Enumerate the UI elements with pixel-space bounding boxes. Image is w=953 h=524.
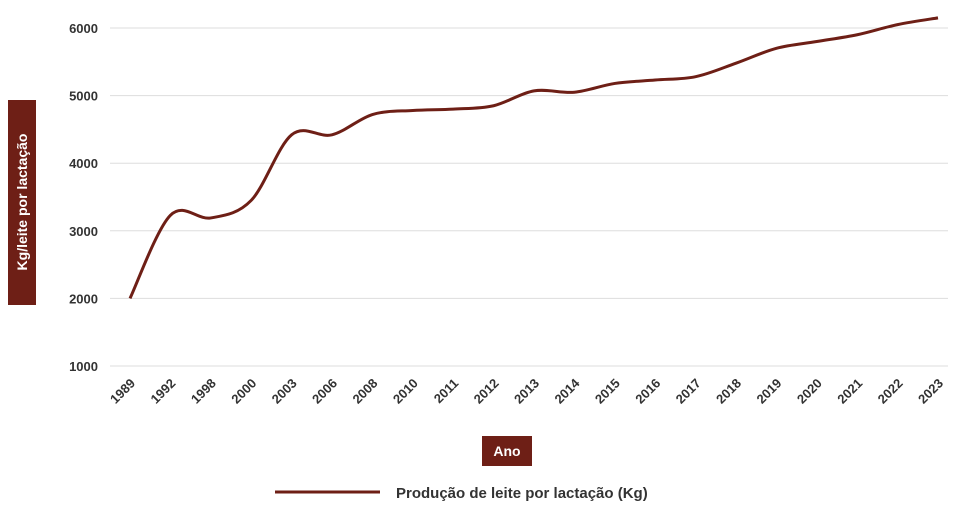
x-tick-label: 1992 <box>147 376 178 407</box>
y-tick-label: 2000 <box>69 291 98 306</box>
y-label-box <box>8 100 36 305</box>
y-axis-title: Kg/leite por lactação <box>14 134 30 271</box>
x-axis-title: Ano <box>493 443 520 459</box>
y-tick-label: 5000 <box>69 89 98 104</box>
x-tick-label: 2021 <box>834 376 865 407</box>
y-tick-label: 4000 <box>69 156 98 171</box>
x-tick-label: 2020 <box>794 376 825 407</box>
x-tick-label: 2017 <box>673 376 704 407</box>
x-tick-label: 1998 <box>188 376 219 407</box>
x-label-box <box>482 436 532 466</box>
x-tick-label: 2012 <box>471 376 502 407</box>
x-tick-label: 1989 <box>107 376 138 407</box>
y-tick-label: 6000 <box>69 21 98 36</box>
x-tick-label: 2008 <box>349 376 380 407</box>
legend-label: Produção de leite por lactação (Kg) <box>396 485 648 502</box>
y-tick-label: 3000 <box>69 224 98 239</box>
x-tick-label: 2014 <box>551 375 583 407</box>
x-tick-label: 2010 <box>390 376 421 407</box>
x-tick-label: 2003 <box>269 376 300 407</box>
x-tick-label: 2016 <box>632 376 663 407</box>
x-tick-label: 2018 <box>713 376 744 407</box>
x-tick-label: 2000 <box>228 376 259 407</box>
y-tick-label: 1000 <box>69 359 98 374</box>
line-series <box>128 16 939 300</box>
x-tick-label: 2022 <box>875 376 906 407</box>
x-tick-label: 2013 <box>511 376 542 407</box>
x-tick-label: 2023 <box>915 376 946 407</box>
x-tick-label: 2019 <box>753 376 784 407</box>
x-tick-label: 2006 <box>309 376 340 407</box>
x-tick-label: 2011 <box>431 376 462 407</box>
x-tick-label: 2015 <box>592 376 623 407</box>
